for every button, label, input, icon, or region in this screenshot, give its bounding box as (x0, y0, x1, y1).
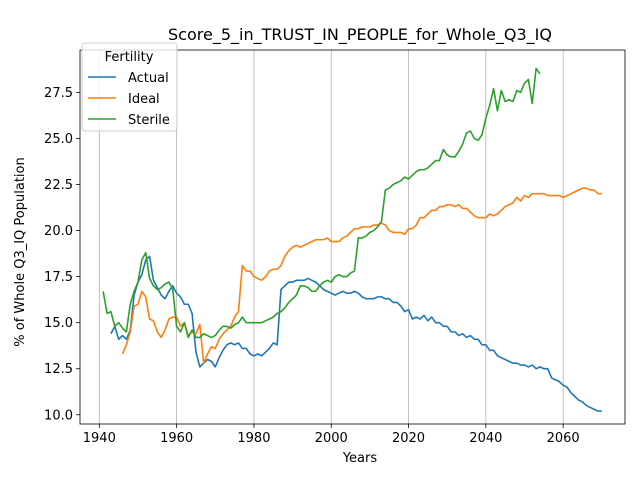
y-axis-ticks: 10.0 12.5 15.0 17.5 20.0 22.5 25.0 27.5 (44, 86, 80, 423)
legend-label: Ideal (128, 92, 160, 107)
legend-entry-ideal: Ideal (88, 92, 160, 107)
plot-area-frame (79, 49, 626, 425)
y-tick-label: 10.0 (44, 408, 73, 423)
y-tick-label: 25.0 (44, 132, 73, 147)
y-tick-label: 22.5 (44, 178, 73, 193)
x-tick-label: 1960 (160, 431, 193, 446)
x-tick-label: 2040 (469, 431, 502, 446)
y-tick-label: 12.5 (44, 362, 73, 377)
legend-box (81, 42, 178, 132)
y-tick-label: 15.0 (44, 316, 73, 331)
chart-title: Score_5_in_TRUST_IN_PEOPLE_for_Whole_Q3_… (168, 25, 552, 45)
x-tick-label: 1980 (237, 431, 270, 446)
series-line-actual (110, 255, 602, 412)
x-axis-ticks: 1940 1960 1980 2000 2020 2040 2060 (83, 424, 580, 446)
x-tick-label: 2020 (392, 431, 425, 446)
legend-entry-sterile: Sterile (88, 113, 170, 128)
x-tick-label: 2060 (547, 431, 580, 446)
x-tick-label: 2000 (315, 431, 348, 446)
x-tick-label: 1940 (83, 431, 116, 446)
x-axis-label: Years (342, 451, 378, 466)
legend-title: Fertility (105, 50, 154, 65)
y-axis-label: % of Whole Q3_IQ Population (13, 157, 28, 346)
series-line-sterile (102, 67, 541, 339)
legend-label: Sterile (128, 113, 170, 128)
series-lines (102, 67, 602, 412)
y-tick-label: 17.5 (44, 270, 73, 285)
series-line-ideal (121, 187, 602, 364)
y-tick-label: 20.0 (44, 224, 73, 239)
legend-entry-actual: Actual (88, 71, 169, 86)
y-tick-label: 27.5 (44, 86, 73, 101)
legend: Fertility Actual Ideal Sterile (81, 42, 178, 132)
legend-label: Actual (128, 71, 169, 86)
